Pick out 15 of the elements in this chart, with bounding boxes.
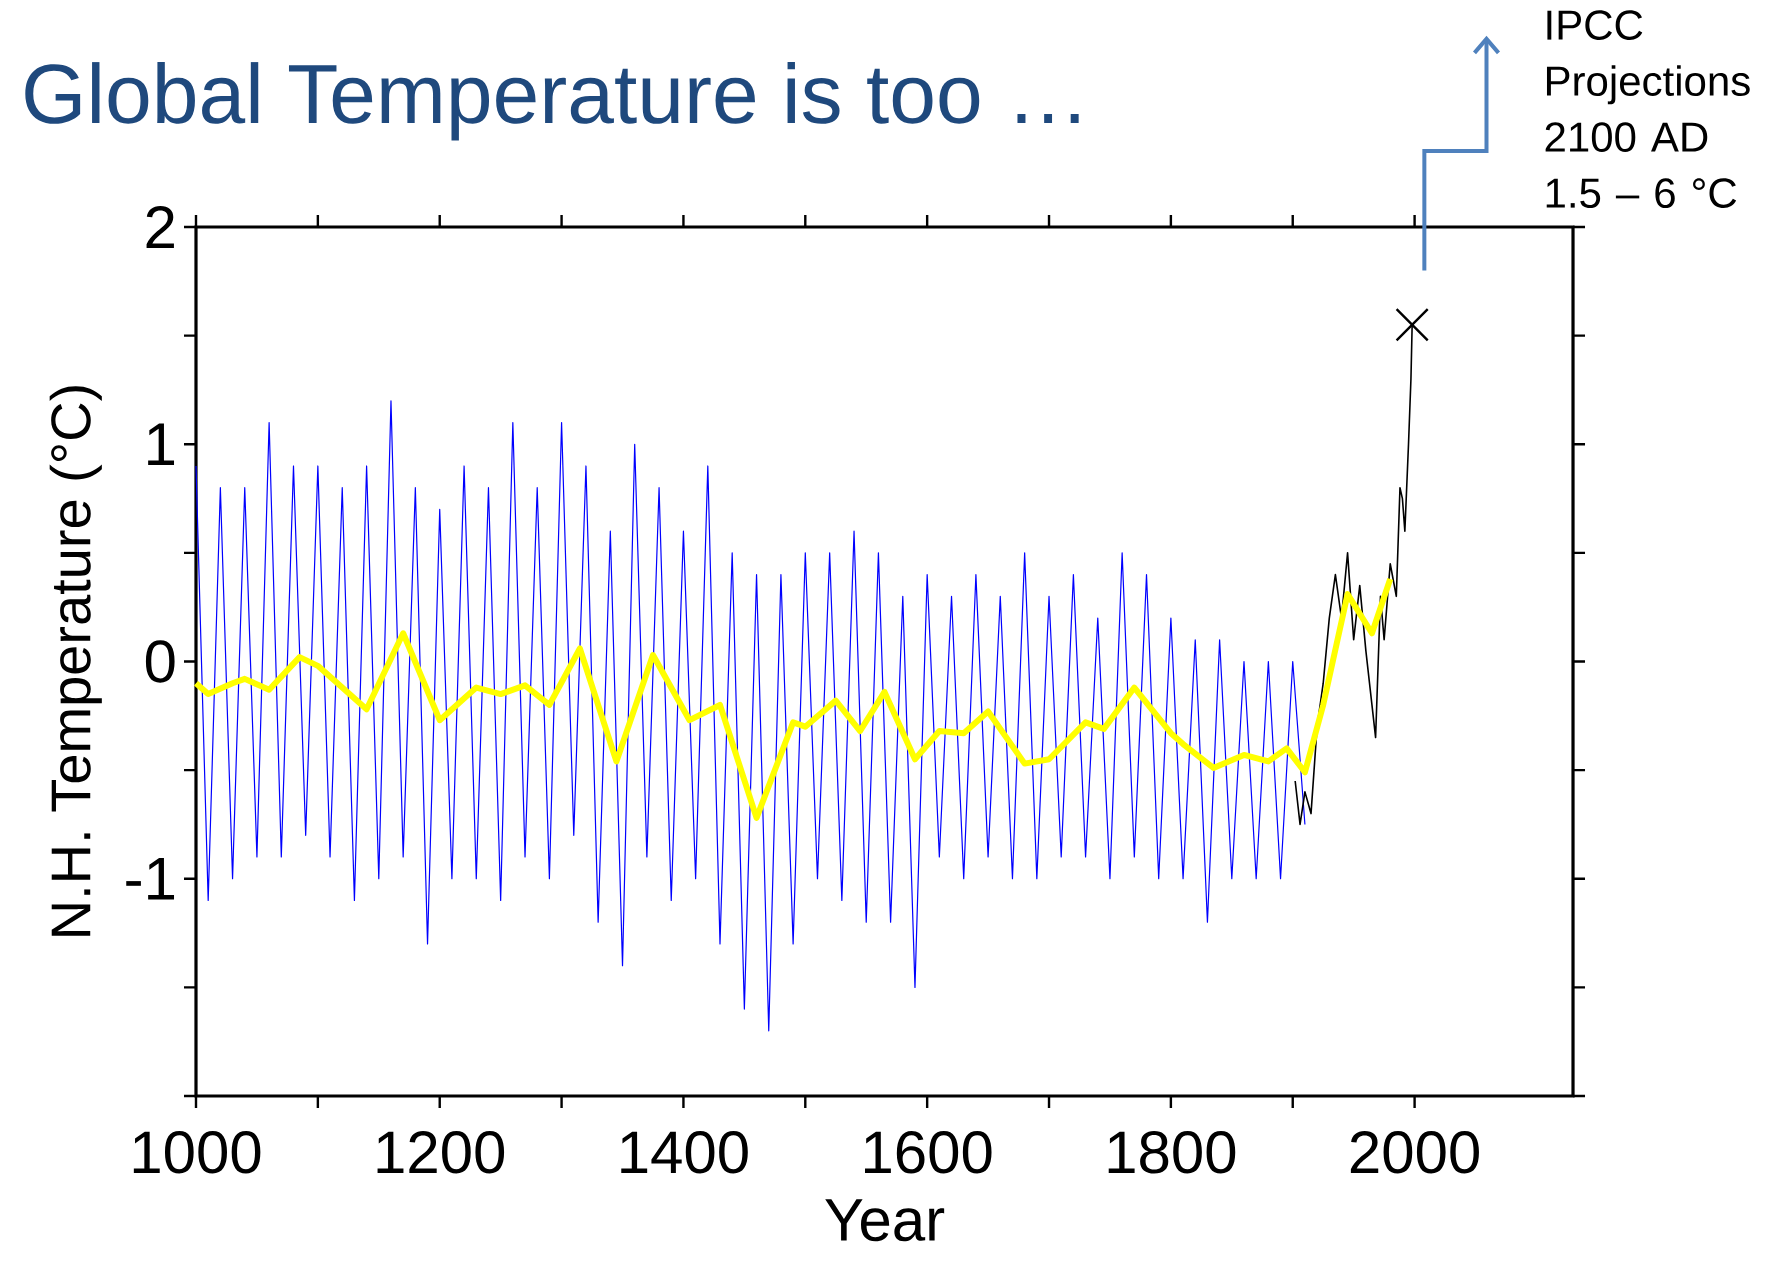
x-tick-label: 2000 — [1350, 1131, 1479, 1174]
x-tick-label: 1600 — [865, 1131, 992, 1174]
chart-title: Global Temperature is too … — [25, 62, 1079, 141]
y-tick-label: 1 — [148, 423, 175, 465]
x-tick-label: 1200 — [377, 1131, 505, 1174]
y-axis-title: N.H. Temperature (°C) — [49, 386, 102, 936]
x-tick-label: 1800 — [1108, 1131, 1236, 1174]
y-tick-label: -1 — [126, 858, 175, 900]
y-tick-label: 0 — [145, 640, 175, 683]
line-series — [195, 400, 1306, 1032]
x-axis-title: Year — [825, 1199, 945, 1242]
y-tick-label: 2 — [146, 206, 174, 248]
text: IPCC Projections 2100 AD 1.5 – 6 °C — [1545, 10, 1750, 209]
x-tick-label: 1000 — [133, 1131, 261, 1174]
x-tick-label: 1400 — [621, 1131, 748, 1174]
